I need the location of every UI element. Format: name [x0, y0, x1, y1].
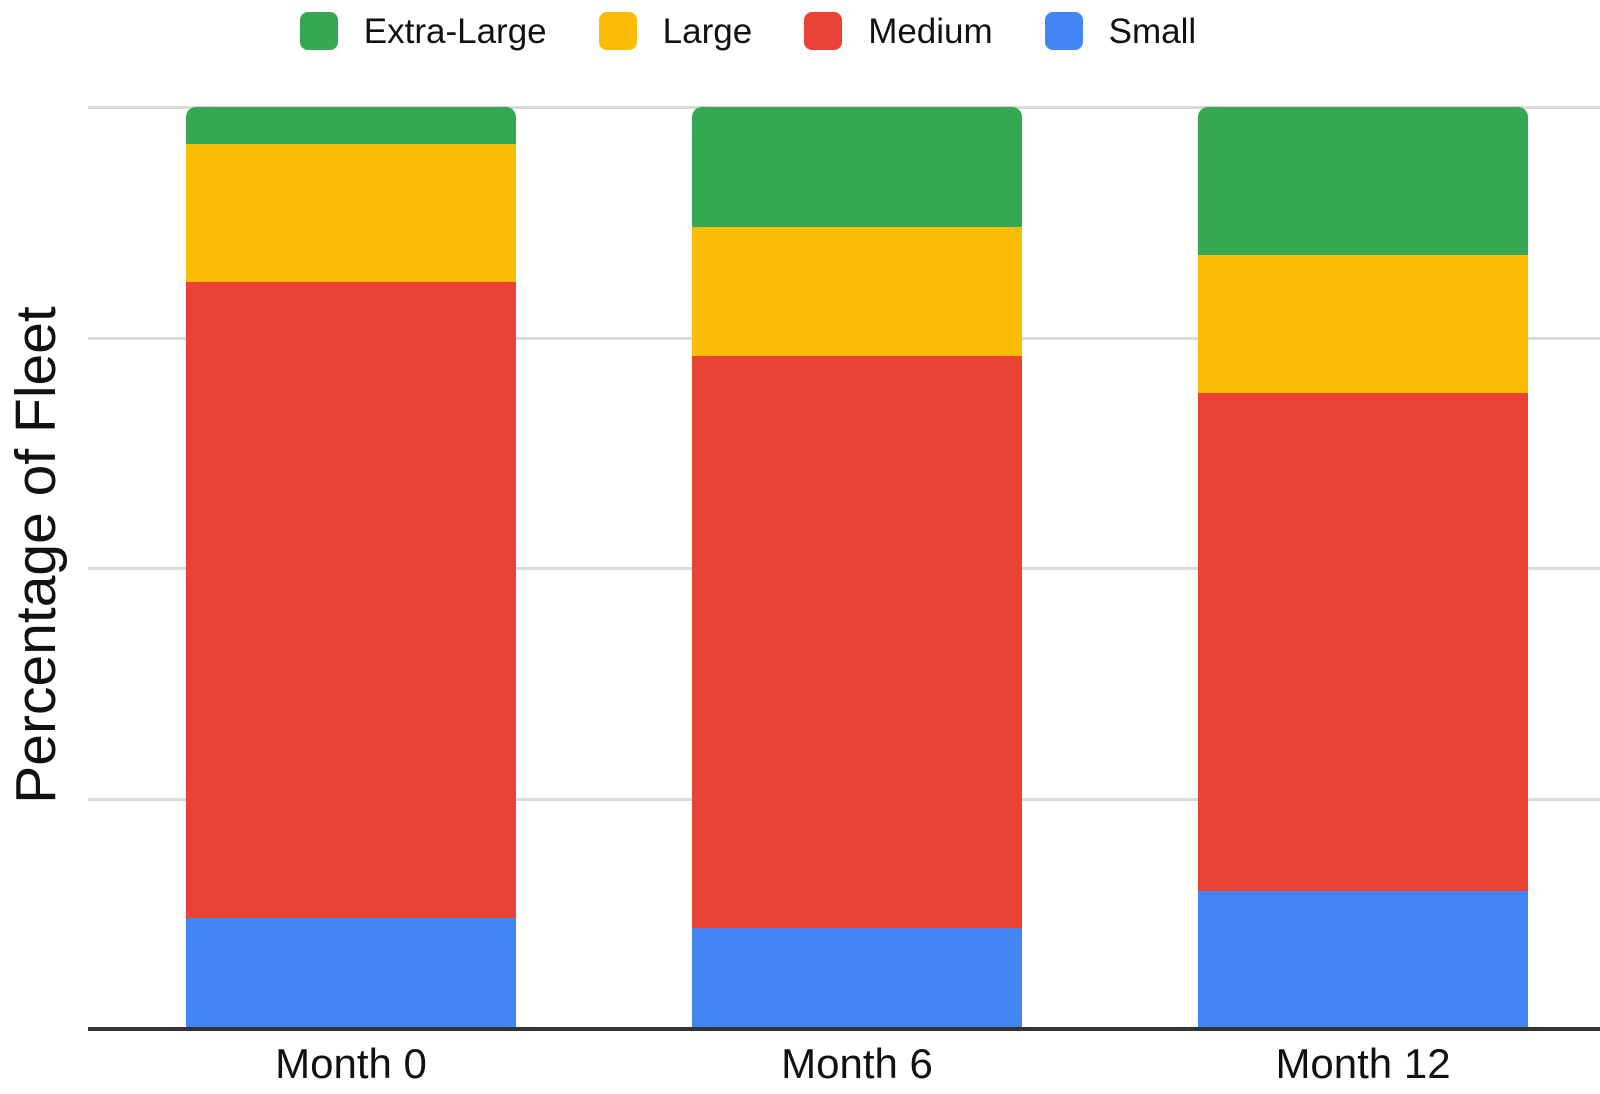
legend-swatch-icon-large	[598, 12, 637, 50]
bar-segment-month-0-small[interactable]	[186, 918, 516, 1029]
x-axis-label-month-12: Month 12	[1275, 1040, 1451, 1087]
y-axis-title: Percentage of Fleet	[4, 306, 68, 804]
bar-segment-month-12-medium[interactable]	[1198, 392, 1528, 891]
legend-label: Large	[662, 11, 753, 51]
legend-swatch-icon-extra-large	[299, 12, 338, 50]
bar-segment-month-12-large[interactable]	[1198, 254, 1528, 393]
bar-segment-month-6-small[interactable]	[692, 927, 1022, 1029]
legend-label: Extra-Large	[363, 11, 547, 51]
bar-segment-month-0-large[interactable]	[186, 143, 516, 283]
bar-segment-month-0-medium[interactable]	[186, 282, 516, 919]
bar-segment-month-12-extra-large[interactable]	[1198, 107, 1528, 255]
x-axis-label-month-6: Month 6	[781, 1040, 933, 1087]
bar-month-0	[186, 107, 516, 1029]
bar-month-6	[692, 107, 1022, 1029]
bar-segment-month-6-medium[interactable]	[692, 355, 1022, 928]
legend-item-extra-large[interactable]: Extra-Large	[299, 11, 547, 51]
bar-segment-month-0-extra-large[interactable]	[186, 107, 516, 144]
legend-item-large[interactable]: Large	[598, 11, 753, 51]
plot-area	[88, 106, 1600, 1031]
x-axis-line	[88, 1027, 1600, 1031]
x-axis-labels: Month 0 Month 6 Month 12	[0, 1040, 1600, 1094]
bar-month-12	[1198, 107, 1528, 1029]
chart-legend: Extra-Large Large Medium Small	[0, 8, 1548, 54]
legend-item-medium[interactable]: Medium	[804, 11, 993, 51]
x-axis-label-month-0: Month 0	[275, 1040, 427, 1087]
legend-label: Small	[1108, 11, 1197, 51]
bar-segment-month-6-large[interactable]	[692, 226, 1022, 356]
legend-swatch-icon-medium	[804, 12, 843, 50]
legend-label: Medium	[868, 11, 993, 51]
bar-segment-month-12-small[interactable]	[1198, 890, 1528, 1029]
bar-segment-month-6-extra-large[interactable]	[692, 107, 1022, 227]
legend-item-small[interactable]: Small	[1044, 11, 1197, 51]
legend-swatch-icon-small	[1044, 12, 1083, 50]
